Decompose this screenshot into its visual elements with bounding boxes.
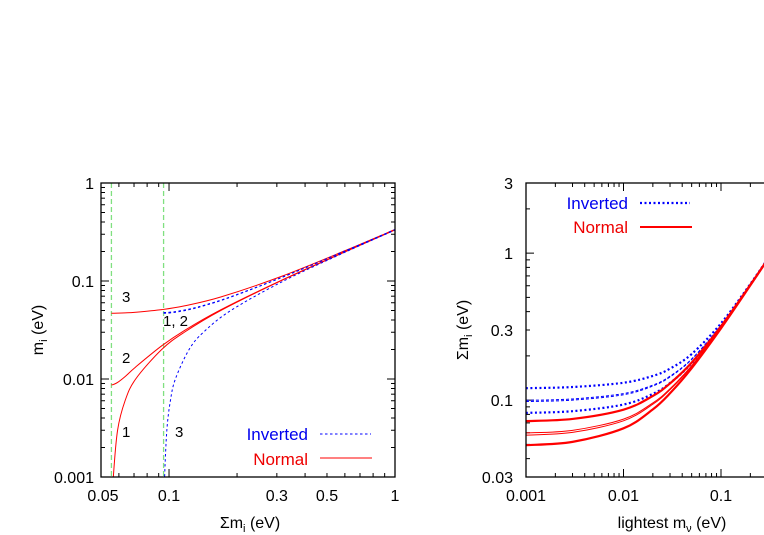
left-x-tick-label: 0.5 — [316, 488, 338, 505]
legend-label-inverted: Inverted — [567, 194, 628, 213]
curve-label-normal-m1: 1 — [122, 424, 130, 441]
curve-label-normal-m3: 3 — [122, 289, 130, 306]
right-chart: 0.03 0.1 0.3 1 3 0.001 0.01 0.1 lightest… — [455, 176, 764, 535]
right-y-tick-label: 0.1 — [491, 393, 513, 410]
left-x-tick-label: 0.3 — [266, 488, 288, 505]
inverted-central-curve — [526, 263, 764, 403]
left-plot-frame — [100, 182, 396, 478]
curve-label-normal-m2: 2 — [122, 350, 130, 367]
right-y-axis-title: Σmi (eV) — [455, 300, 475, 360]
right-y-tick-label: 1 — [504, 246, 513, 263]
left-x-tick-label: 0.1 — [158, 488, 180, 505]
right-x-tick-label: 0.001 — [506, 488, 546, 505]
curve-label-inverted-m3: 3 — [175, 424, 183, 441]
right-x-tick-label: 0.01 — [608, 488, 639, 505]
inverted-bound-curve — [526, 262, 764, 390]
right-curves — [526, 262, 764, 447]
right-x-axis-title: lightest mν (eV) — [618, 515, 727, 535]
normal-bound-curve — [526, 262, 764, 447]
left-chart: 1 0.1 0.01 0.001 0.05 0.1 0.3 0.5 1 Σmi … — [30, 176, 400, 535]
legend-label-normal: Normal — [573, 218, 628, 237]
curve-label-inverted-m12: 1, 2 — [163, 313, 188, 330]
legend-label-inverted: Inverted — [247, 425, 308, 444]
right-plot-frame — [525, 182, 764, 478]
left-y-tick-label: 0.01 — [63, 372, 94, 389]
left-y-tick-label: 1 — [85, 176, 94, 193]
normal-central-curve — [526, 263, 764, 436]
inverted-bound-curve — [526, 262, 764, 414]
right-x-tick-label: 0.1 — [710, 488, 732, 505]
left-curves — [110, 183, 395, 477]
normal-bound-curve — [526, 262, 764, 423]
inverted-m1-curve — [163, 229, 395, 314]
left-x-tick-label: 0.05 — [87, 488, 118, 505]
left-legend: Inverted Normal — [247, 425, 372, 469]
inverted-m2-curve — [163, 229, 395, 314]
normal-m2-curve — [111, 229, 395, 386]
left-tick-marks — [100, 182, 396, 478]
left-x-tick-label: 1 — [391, 488, 400, 505]
right-y-tick-label: 3 — [504, 176, 513, 193]
right-y-tick-label: 0.03 — [482, 470, 513, 487]
left-y-tick-label: 0.001 — [54, 470, 94, 487]
left-x-axis-title: Σmi (eV) — [220, 515, 280, 535]
inverted-central-curve — [526, 263, 764, 401]
inverted-m3-curve — [164, 229, 395, 477]
normal-central-curve — [526, 263, 764, 434]
right-legend: Inverted Normal — [567, 194, 692, 237]
left-y-tick-label: 0.1 — [72, 274, 94, 291]
left-y-axis-title: mi (eV) — [30, 305, 50, 355]
legend-label-normal: Normal — [253, 450, 308, 469]
normal-m3-curve — [111, 229, 395, 314]
right-y-tick-label: 0.3 — [491, 323, 513, 340]
